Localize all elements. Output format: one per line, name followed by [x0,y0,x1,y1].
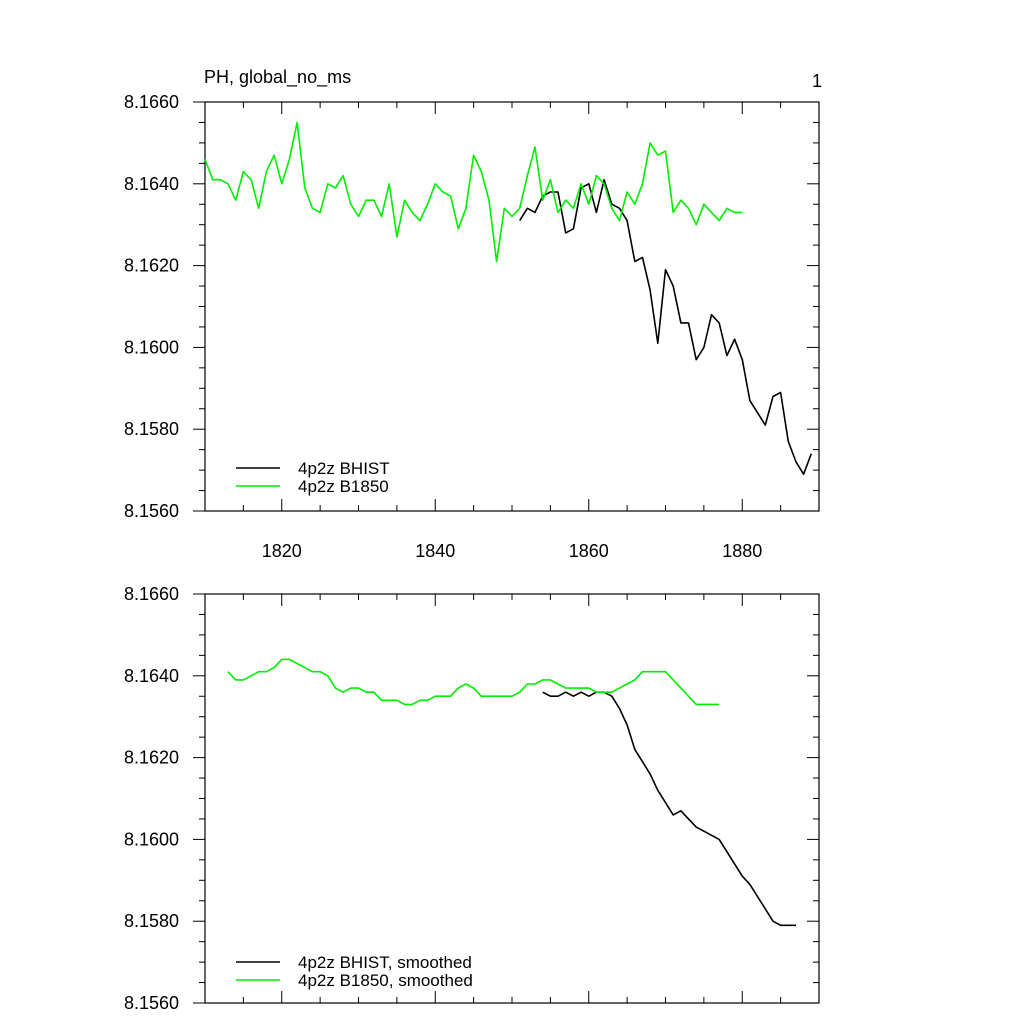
axis-ticks: 8.1560 8.1580 8.1600 8.1620 8.1640 8.1660 [124,584,820,1013]
legend-label-4p2z-bhist-smoothed: 4p2z BHIST, smoothed [298,953,472,972]
legend-label-4p2z-b1850-smoothed: 4p2z B1850, smoothed [298,971,473,990]
y-tick-label: 8.1660 [124,92,179,112]
y-tick-label: 8.1660 [124,584,179,604]
bottom-panel: 8.1560 8.1580 8.1600 8.1620 8.1640 8.1660 4p2… [124,584,820,1013]
panel-number: 1 [812,71,822,91]
series-line-4p2z-bhist-smoothed [542,691,796,927]
y-tick-label: 8.1580 [124,419,179,439]
top-panel: PH, global_no_ms 1 1820 1840 1860 1880 8.156… [124,67,822,561]
legend-label-4p2z-bhist: 4p2z BHIST [298,459,390,478]
series-lines [227,658,796,927]
y-tick-label: 8.1640 [124,174,179,194]
y-tick-label: 8.1600 [124,829,179,849]
series-line-4p2z-b1850-smoothed [227,658,720,706]
y-tick-label: 8.1620 [124,256,179,276]
series-line-4p2z-bhist [519,178,813,476]
y-tick-label: 8.1620 [124,748,179,768]
y-tick-label: 8.1580 [124,911,179,931]
legend-label-4p2z-b1850: 4p2z B1850 [298,477,389,496]
y-tick-label: 8.1560 [124,501,179,521]
series-line-4p2z-b1850 [204,121,743,263]
plot-frame [204,593,820,1004]
x-tick-label: 1840 [415,541,455,561]
x-tick-label: 1880 [722,541,762,561]
x-tick-label: 1820 [262,541,302,561]
chart-title: PH, global_no_ms [204,67,351,88]
axis-ticks: 1820 1840 1860 1880 8.1560 8.1580 8.1600 8.1620… [124,92,820,561]
y-tick-label: 8.1640 [124,666,179,686]
series-lines [204,121,813,476]
y-tick-label: 8.1600 [124,337,179,357]
y-tick-label: 8.1560 [124,993,179,1013]
plot-frame [204,101,820,512]
x-tick-label: 1860 [569,541,609,561]
